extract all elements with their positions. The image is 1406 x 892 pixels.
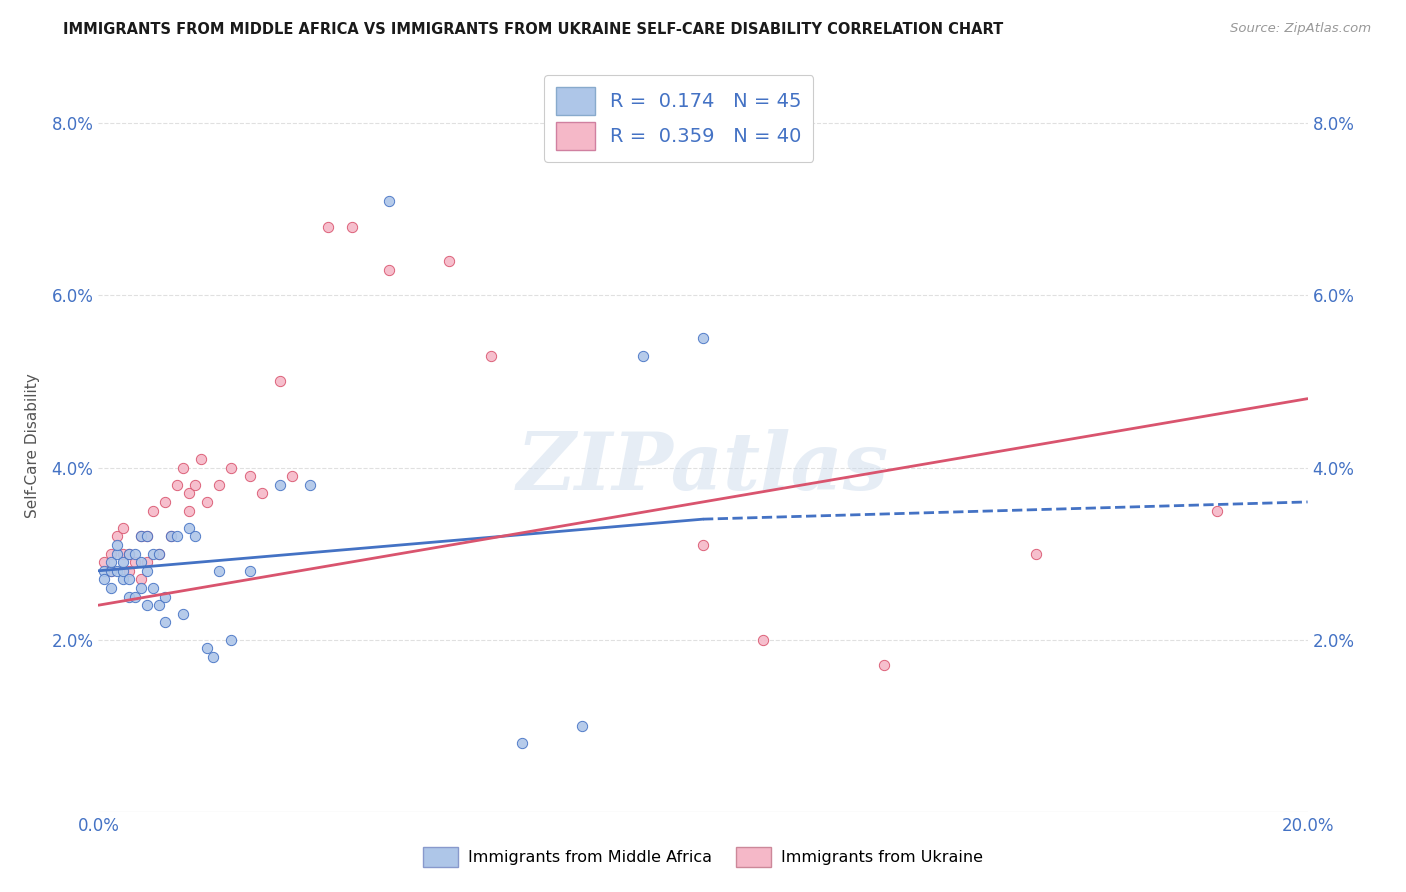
Point [142,547,165,561]
Point [118,547,141,561]
Point [129,529,152,543]
Point [208,564,231,578]
Point [129,555,152,569]
Point [631,349,654,363]
Point [221,632,243,647]
Point [153,590,176,604]
Point [281,469,304,483]
Point [873,658,896,673]
Point [124,555,146,569]
Point [692,538,714,552]
Legend: R =  0.174   N = 45, R =  0.359   N = 40: R = 0.174 N = 45, R = 0.359 N = 40 [544,75,814,161]
Point [160,529,183,543]
Point [153,615,176,630]
Point [100,564,122,578]
Point [129,529,152,543]
Point [172,607,194,621]
Point [179,521,201,535]
Point [571,719,593,733]
Point [239,469,262,483]
Point [190,451,212,466]
Point [111,573,134,587]
Point [184,477,207,491]
Point [179,486,201,500]
Point [135,529,157,543]
Y-axis label: Self-Care Disability: Self-Care Disability [25,374,41,518]
Point [153,495,176,509]
Point [135,598,157,612]
Point [105,529,128,543]
Point [195,641,218,656]
Point [692,331,714,345]
Point [118,564,141,578]
Point [752,632,775,647]
Point [129,581,152,595]
Point [1206,503,1229,517]
Point [111,564,134,578]
Point [142,503,165,517]
Point [100,581,122,595]
Point [166,529,188,543]
Point [129,573,152,587]
Point [135,564,157,578]
Point [148,547,170,561]
Point [195,495,218,509]
Point [135,555,157,569]
Point [316,219,339,234]
Text: ZIPatlas: ZIPatlas [517,429,889,507]
Text: IMMIGRANTS FROM MIDDLE AFRICA VS IMMIGRANTS FROM UKRAINE SELF-CARE DISABILITY CO: IMMIGRANTS FROM MIDDLE AFRICA VS IMMIGRA… [63,22,1004,37]
Point [250,486,273,500]
Point [269,477,291,491]
Point [111,521,134,535]
Point [100,555,122,569]
Point [172,460,194,475]
Point [93,573,115,587]
Point [118,547,141,561]
Point [93,564,115,578]
Point [208,477,231,491]
Point [93,555,115,569]
Point [105,538,128,552]
Point [299,477,322,491]
Point [377,262,399,277]
Point [1024,547,1046,561]
Point [148,547,170,561]
Point [100,564,122,578]
Point [142,581,165,595]
Point [179,503,201,517]
Point [105,564,128,578]
Point [111,547,134,561]
Point [510,736,533,750]
Text: Source: ZipAtlas.com: Source: ZipAtlas.com [1230,22,1371,36]
Point [148,598,170,612]
Point [105,547,128,561]
Point [481,349,503,363]
Point [118,573,141,587]
Legend: Immigrants from Middle Africa, Immigrants from Ukraine: Immigrants from Middle Africa, Immigrant… [418,841,988,873]
Point [160,529,183,543]
Point [166,477,188,491]
Point [239,564,262,578]
Point [118,590,141,604]
Point [437,254,460,268]
Point [124,547,146,561]
Point [135,529,157,543]
Point [377,194,399,208]
Point [184,529,207,543]
Point [100,547,122,561]
Point [269,375,291,389]
Point [124,590,146,604]
Point [342,219,364,234]
Point [111,555,134,569]
Point [221,460,243,475]
Point [202,649,225,664]
